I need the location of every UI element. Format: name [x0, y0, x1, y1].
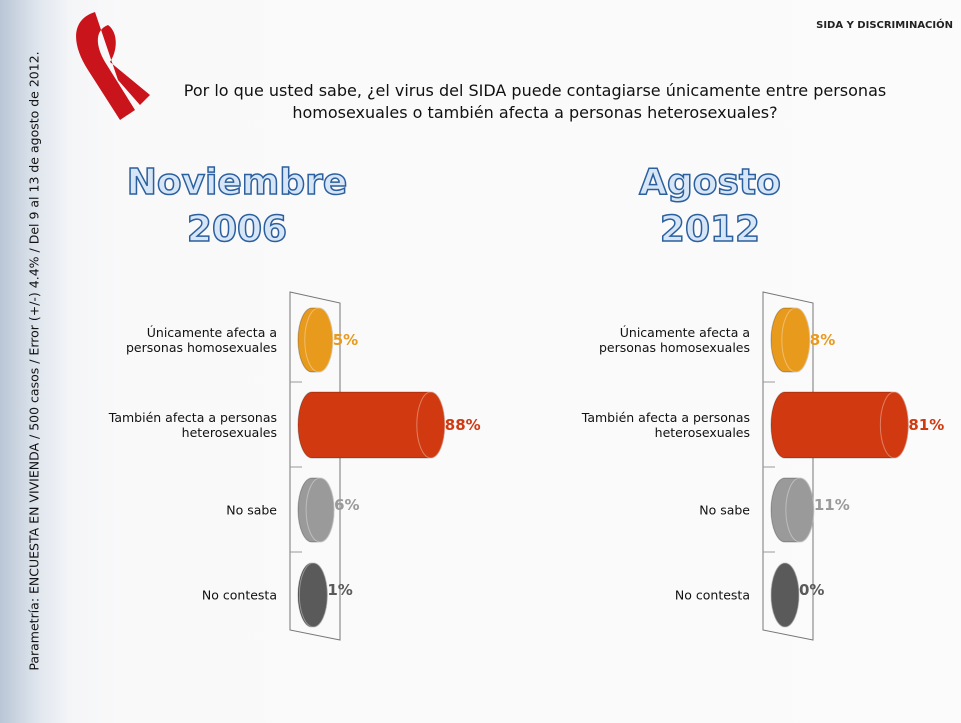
- ribbon: [76, 12, 150, 120]
- plot-wall: [289, 291, 341, 641]
- chart-title: Agosto 2012: [638, 161, 781, 250]
- category-label: No sabe: [226, 502, 277, 518]
- category-label: También afecta a personas heterosexuales: [108, 410, 277, 440]
- value-label: 1%: [327, 581, 353, 599]
- header: SIDA Y DISCRIMINACIÓN: [816, 20, 953, 31]
- category-label: No contesta: [201, 587, 277, 603]
- category-label: No sabe: [699, 502, 750, 518]
- category-label: También afecta a personas heterosexuales: [581, 410, 750, 440]
- value-label: 11%: [813, 496, 850, 514]
- value-label: 0%: [799, 581, 825, 599]
- category-label: No contesta: [674, 587, 750, 603]
- bar-cap: [770, 562, 800, 628]
- category-label: Únicamente afecta a personas homosexuale…: [125, 325, 277, 355]
- value-label: 5%: [332, 331, 359, 349]
- bar-cap: [416, 391, 446, 459]
- value-label: 8%: [809, 331, 836, 349]
- side-strip: [0, 0, 68, 723]
- bar-cap: [305, 477, 335, 543]
- value-label: 81%: [908, 416, 945, 434]
- bar-cap: [304, 307, 334, 373]
- plot-wall: [762, 291, 814, 641]
- category-label: Únicamente afecta a personas homosexuale…: [598, 325, 750, 355]
- chart-title: Noviembre 2006: [126, 161, 348, 250]
- bar-cap: [298, 562, 328, 628]
- bar-cap: [879, 391, 909, 459]
- value-label: 6%: [334, 496, 360, 514]
- bar-cap: [785, 477, 815, 543]
- value-label: 88%: [444, 416, 481, 434]
- question: Por lo que usted sabe, ¿el virus del SID…: [183, 81, 887, 123]
- bar-cap: [781, 307, 811, 373]
